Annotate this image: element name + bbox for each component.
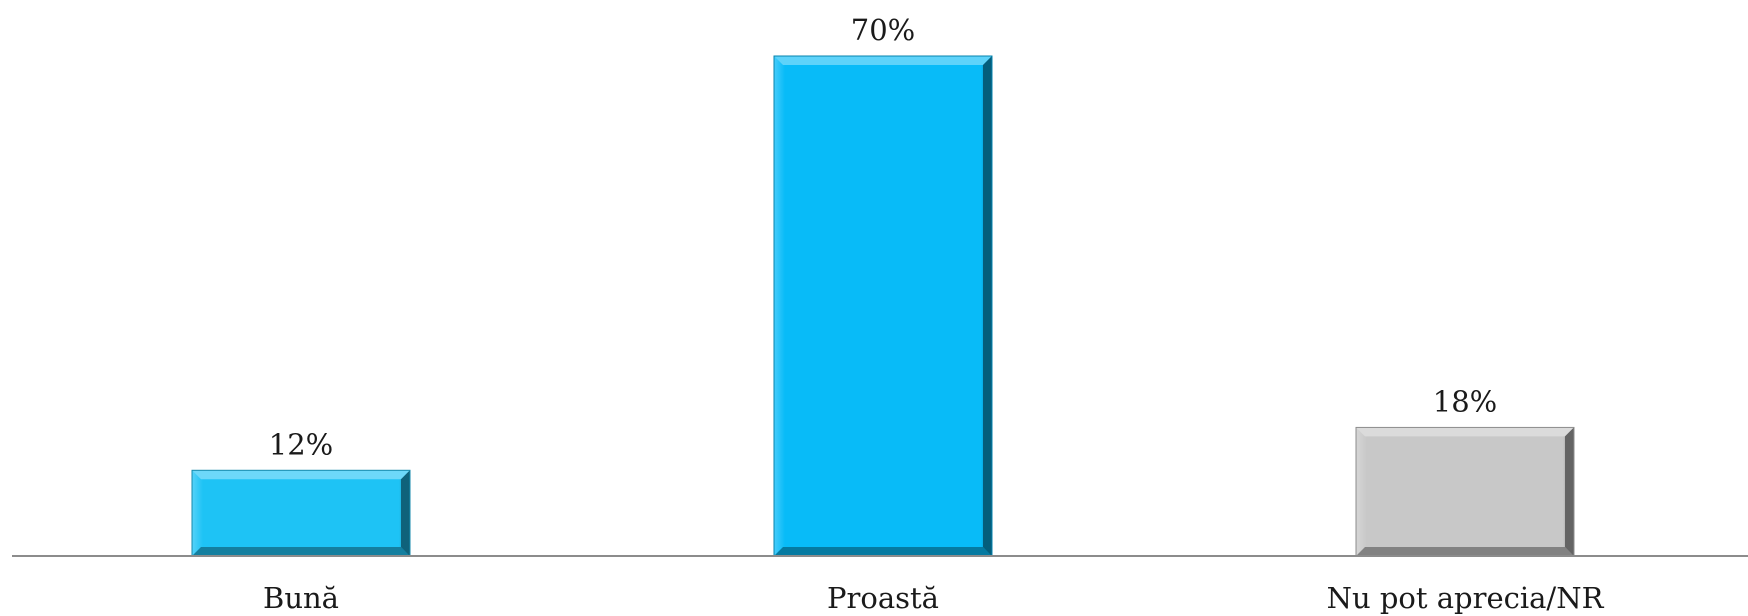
bar-right-bevel bbox=[401, 470, 410, 556]
data-label-2: 18% bbox=[1433, 384, 1497, 418]
bars-layer bbox=[191, 55, 1575, 557]
bar-body bbox=[1356, 427, 1574, 556]
bar-top-bevel bbox=[1356, 427, 1574, 437]
bar-top-bevel bbox=[192, 470, 410, 480]
data-label-1: 70% bbox=[851, 13, 915, 47]
labels-layer: 12% 70% 18% bbox=[269, 13, 1497, 461]
bar-right-bevel bbox=[1565, 427, 1574, 556]
data-label-0: 12% bbox=[269, 427, 333, 461]
x-tick-label-2: Nu pot aprecia/NR bbox=[1327, 581, 1605, 615]
bar-0 bbox=[191, 469, 411, 557]
x-tick-labels: Bună Proastă Nu pot aprecia/NR bbox=[263, 581, 1605, 615]
bar-top-bevel bbox=[774, 56, 992, 65]
bar-body bbox=[774, 56, 992, 556]
bar-bottom-bevel bbox=[1356, 547, 1574, 556]
bar-1 bbox=[773, 55, 993, 557]
bar-bottom-bevel bbox=[192, 547, 410, 556]
bar-right-bevel bbox=[983, 56, 992, 556]
bar-bottom-bevel bbox=[774, 547, 992, 556]
bar-body bbox=[192, 470, 410, 556]
bar-2 bbox=[1355, 426, 1575, 557]
x-tick-label-0: Bună bbox=[263, 581, 339, 615]
x-tick-label-1: Proastă bbox=[827, 581, 939, 615]
